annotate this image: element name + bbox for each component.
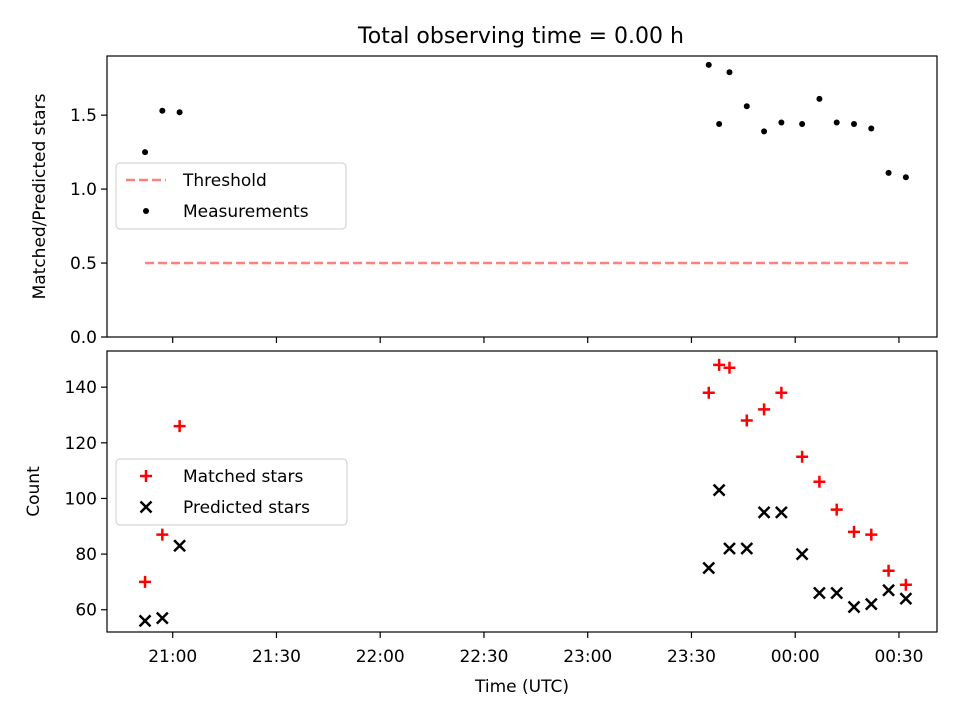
y-axis-label: Matched/Predicted stars bbox=[30, 93, 50, 299]
legend-predicted-swatch bbox=[139, 500, 153, 514]
measurement-point bbox=[705, 61, 712, 68]
measurement-point bbox=[761, 128, 768, 135]
measurement-point bbox=[142, 149, 149, 156]
x-tick-label: 00:30 bbox=[874, 647, 923, 667]
matched-star-marker bbox=[723, 361, 736, 374]
legend-label: Predicted stars bbox=[183, 498, 310, 518]
matched-star-marker bbox=[865, 528, 878, 541]
predicted-star-marker bbox=[795, 547, 809, 561]
y-tick-label: 140 bbox=[65, 378, 97, 398]
plot-frame bbox=[106, 350, 938, 633]
measurement-point bbox=[159, 107, 166, 114]
matched-star-marker bbox=[702, 386, 715, 399]
predicted-star-marker bbox=[723, 542, 736, 555]
measurement-point bbox=[726, 69, 733, 76]
x-tick-label: 23:30 bbox=[667, 647, 716, 667]
matched-star-marker bbox=[848, 525, 860, 538]
plot-frame bbox=[106, 55, 938, 338]
measurement-point bbox=[902, 174, 909, 181]
predicted-star-marker bbox=[712, 483, 726, 497]
predicted-star-marker bbox=[138, 614, 152, 628]
y-tick-label: 1.5 bbox=[70, 106, 97, 126]
matched-star-marker bbox=[713, 358, 726, 371]
measurement-point bbox=[816, 95, 823, 102]
matched-star-marker bbox=[139, 575, 152, 588]
predicted-star-marker bbox=[847, 600, 861, 614]
predicted-star-marker bbox=[882, 583, 895, 597]
x-tick-label: 21:00 bbox=[148, 647, 197, 667]
predicted-star-marker bbox=[173, 539, 187, 553]
measurement-point bbox=[176, 109, 183, 116]
measurement-point bbox=[885, 169, 892, 176]
measurement-point bbox=[778, 119, 785, 126]
chart-title: Total observing time = 0.00 h bbox=[357, 24, 684, 49]
y-tick-label: 120 bbox=[65, 434, 97, 454]
predicted-star-marker bbox=[774, 505, 788, 519]
y-tick-label: 80 bbox=[75, 545, 97, 565]
measurement-point bbox=[716, 121, 723, 128]
x-axis-label: Time (UTC) bbox=[474, 677, 569, 697]
legend-matched-swatch bbox=[140, 470, 152, 482]
y-axis-label: Count bbox=[24, 466, 44, 517]
y-tick-label: 60 bbox=[75, 601, 97, 621]
y-tick-label: 0.0 bbox=[70, 328, 97, 348]
legend-label: Threshold bbox=[182, 171, 267, 191]
matched-star-marker bbox=[758, 403, 771, 416]
legend-label: Measurements bbox=[183, 202, 309, 222]
predicted-star-marker bbox=[702, 561, 716, 575]
predicted-star-marker bbox=[813, 586, 826, 600]
legend-label: Matched stars bbox=[183, 467, 303, 487]
matched-star-marker bbox=[899, 578, 912, 591]
y-tick-label: 0.5 bbox=[70, 254, 97, 274]
legend-measurement-swatch bbox=[143, 208, 149, 214]
measurement-point bbox=[868, 125, 875, 132]
matched-star-marker bbox=[173, 420, 186, 433]
x-tick-label: 23:00 bbox=[563, 647, 612, 667]
y-tick-label: 100 bbox=[65, 489, 97, 509]
predicted-star-marker bbox=[899, 592, 913, 605]
measurement-point bbox=[799, 121, 806, 128]
legend-box bbox=[115, 458, 348, 526]
predicted-star-marker bbox=[155, 611, 169, 625]
matched-star-marker bbox=[813, 475, 826, 488]
matched-star-marker bbox=[796, 450, 809, 463]
matched-star-marker bbox=[775, 386, 788, 399]
x-tick-label: 22:00 bbox=[356, 647, 405, 667]
x-tick-label: 00:00 bbox=[771, 647, 820, 667]
legend-box bbox=[115, 162, 347, 230]
measurement-point bbox=[851, 121, 857, 128]
matched-star-marker bbox=[156, 528, 169, 541]
predicted-star-marker bbox=[757, 505, 771, 519]
measurement-point bbox=[833, 119, 840, 126]
predicted-star-marker bbox=[740, 542, 754, 555]
predicted-star-marker bbox=[864, 597, 878, 611]
predicted-star-marker bbox=[830, 586, 844, 600]
x-tick-label: 22:30 bbox=[459, 647, 508, 667]
y-tick-label: 1.0 bbox=[70, 180, 97, 200]
matched-star-marker bbox=[740, 414, 753, 427]
matched-star-marker bbox=[830, 503, 843, 516]
x-tick-label: 21:30 bbox=[252, 647, 301, 667]
measurement-point bbox=[743, 103, 750, 110]
matched-star-marker bbox=[882, 564, 895, 577]
